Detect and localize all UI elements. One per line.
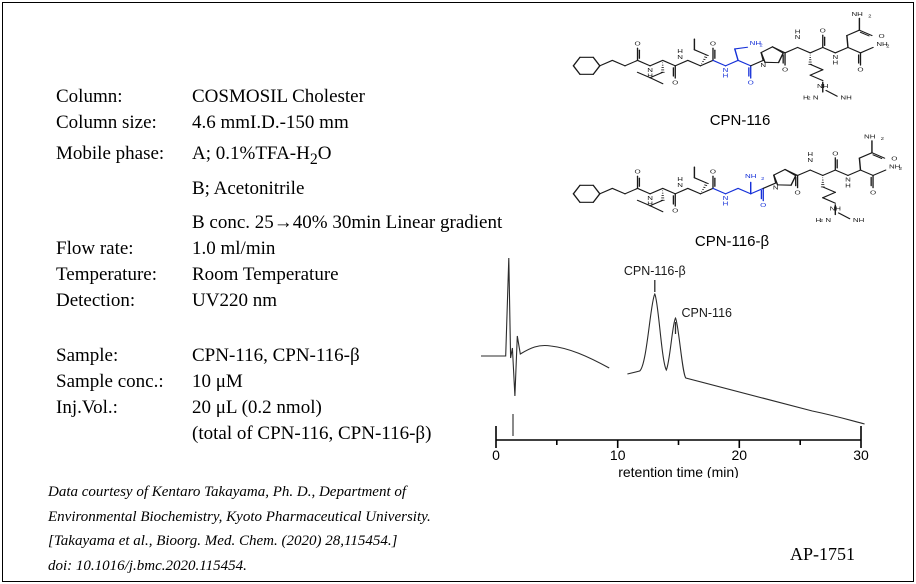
svg-text:O: O (710, 41, 717, 47)
svg-text:2: 2 (886, 44, 889, 49)
svg-text:20: 20 (732, 447, 748, 463)
svg-text:O: O (870, 190, 877, 196)
svg-text:N: N (825, 218, 831, 224)
svg-text:H: H (647, 201, 653, 207)
svg-text:2: 2 (760, 43, 763, 48)
svg-text:H: H (677, 49, 683, 55)
svg-text:2: 2 (807, 96, 810, 101)
svg-text:O: O (891, 156, 898, 162)
svg-text:H: H (845, 183, 851, 189)
svg-text:O: O (672, 80, 679, 86)
svg-text:NH: NH (745, 174, 756, 180)
svg-text:N: N (773, 185, 779, 191)
svg-text:O: O (832, 151, 839, 157)
svg-text:O: O (634, 169, 641, 175)
svg-text:2: 2 (761, 176, 764, 181)
svg-text:N: N (677, 183, 683, 189)
svg-text:0: 0 (492, 447, 500, 463)
svg-text:H: H (807, 152, 813, 158)
svg-text:O: O (795, 190, 802, 196)
svg-text:CPN-116-β: CPN-116-β (624, 264, 686, 278)
svg-text:10: 10 (610, 447, 626, 463)
svg-text:H: H (647, 73, 653, 79)
svg-text:NH: NH (840, 95, 851, 101)
svg-text:N: N (807, 158, 813, 164)
svg-text:O: O (760, 203, 767, 209)
svg-text:O: O (634, 41, 641, 47)
svg-text:H: H (723, 73, 729, 79)
svg-text:H: H (677, 177, 683, 183)
svg-text:NH: NH (817, 84, 828, 90)
svg-text:H: H (832, 61, 838, 67)
svg-text:N: N (760, 63, 766, 69)
svg-text:O: O (782, 67, 789, 73)
svg-text:2: 2 (820, 219, 823, 224)
svg-text:O: O (672, 208, 679, 214)
svg-text:O: O (820, 28, 827, 34)
svg-text:NH: NH (830, 206, 841, 212)
svg-text:NH: NH (851, 12, 862, 18)
svg-text:O: O (710, 169, 717, 175)
svg-text:2: 2 (881, 137, 884, 142)
svg-text:O: O (748, 80, 755, 86)
svg-text:retention time (min): retention time (min) (618, 464, 739, 478)
svg-text:N: N (813, 95, 819, 101)
svg-text:H: H (795, 29, 801, 35)
svg-text:2: 2 (899, 167, 902, 172)
svg-text:30: 30 (853, 447, 869, 463)
svg-text:O: O (857, 67, 864, 73)
svg-text:2: 2 (868, 14, 871, 19)
svg-text:O: O (879, 34, 886, 40)
svg-text:N: N (795, 35, 801, 41)
svg-text:NH: NH (864, 134, 875, 140)
svg-text:CPN-116: CPN-116 (682, 306, 733, 320)
svg-text:H: H (723, 201, 729, 207)
svg-text:N: N (677, 55, 683, 61)
svg-text:NH: NH (853, 218, 864, 224)
